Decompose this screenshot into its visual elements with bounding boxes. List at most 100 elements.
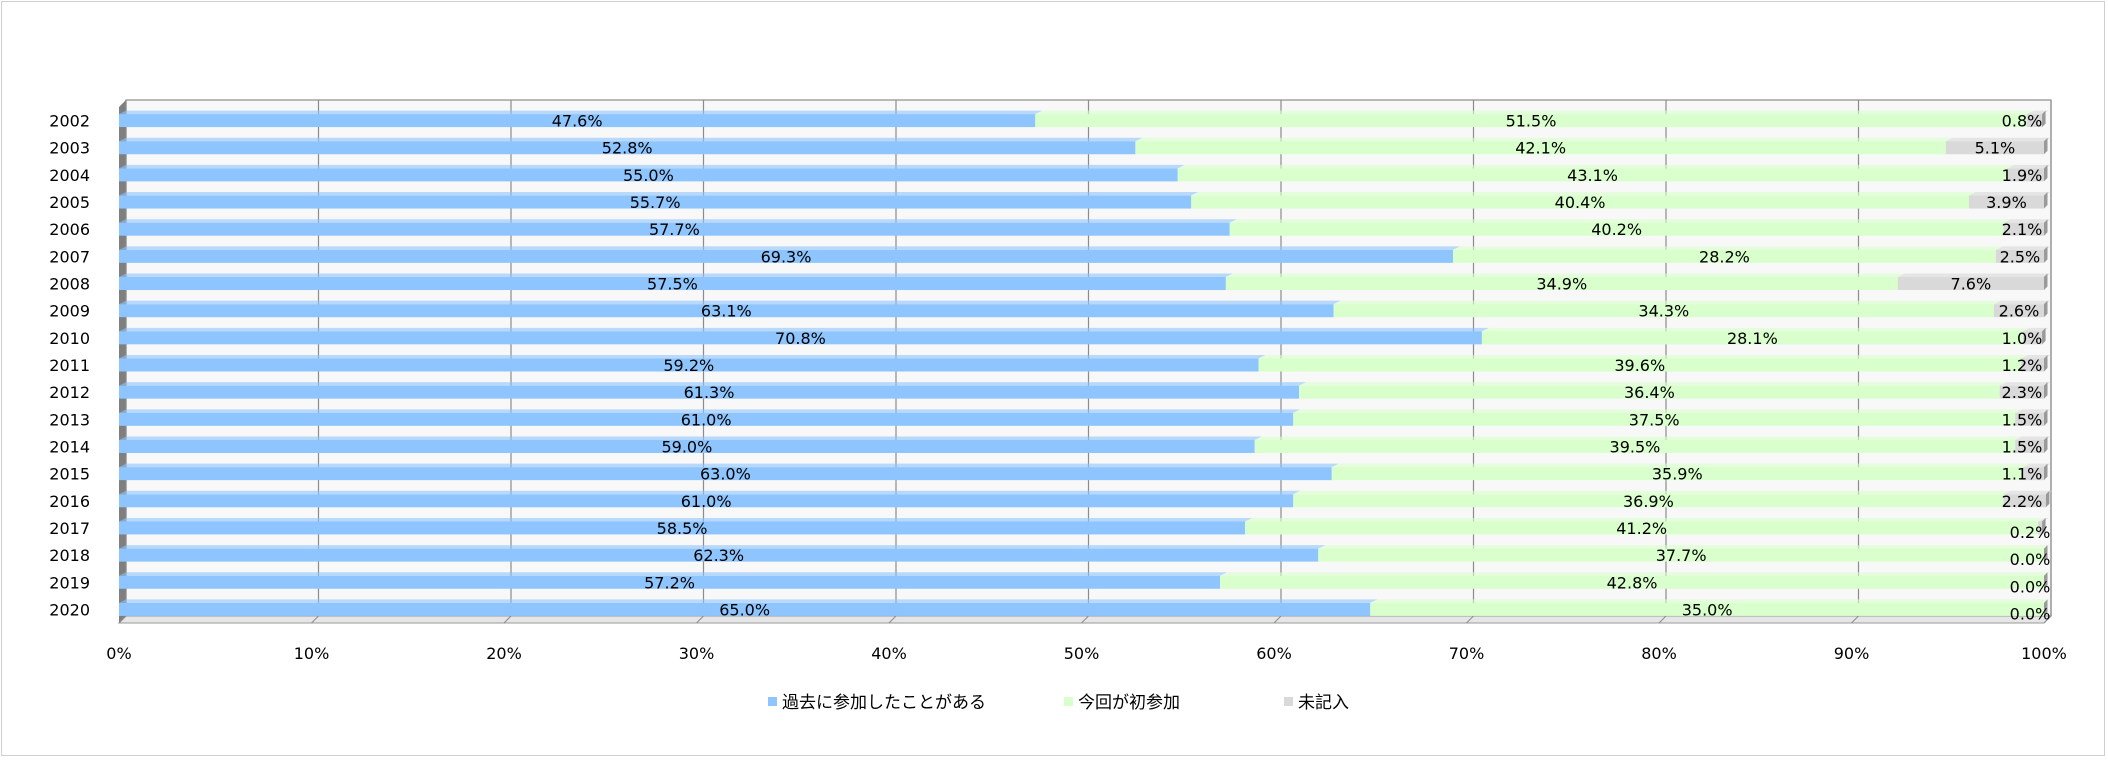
data-label: 35.0% <box>1682 600 1733 619</box>
bar-segment <box>2015 412 2044 426</box>
data-label: 34.9% <box>1536 275 1587 294</box>
bar-segment-top <box>119 517 1253 522</box>
bar-end-face <box>2044 463 2048 481</box>
bar-segment-top <box>1258 355 2028 359</box>
data-label: 39.6% <box>1614 356 1665 375</box>
bar-segment <box>2026 114 2043 128</box>
bar-segment <box>119 358 1259 372</box>
bar-segment-top <box>119 409 1301 413</box>
data-label: 37.5% <box>1629 410 1680 429</box>
bar-segment-top <box>1293 490 2011 495</box>
y-tick-label: 2011 <box>49 356 90 375</box>
bar-segment-top <box>1945 137 2051 142</box>
y-tick-label: 2017 <box>49 519 90 538</box>
bar-segment-top <box>1968 192 2051 196</box>
gridline-floor <box>1658 615 1667 624</box>
bar-segment <box>1370 602 2044 616</box>
bar-segment-top <box>1177 164 2015 169</box>
gridline-floor <box>1466 615 1474 624</box>
data-label: 1.5% <box>2002 437 2043 456</box>
data-label: 1.0% <box>2002 329 2043 348</box>
bar-segment <box>1191 195 1969 209</box>
bar-segment <box>119 304 1334 318</box>
y-tick-label: 2007 <box>49 247 90 266</box>
bar-segment-top <box>1035 110 2034 115</box>
bar-end-face <box>2042 110 2046 128</box>
bar-segment <box>119 439 1255 453</box>
bar-segment-top <box>1245 517 2046 522</box>
y-tick-label: 2002 <box>49 112 90 131</box>
data-label: 0.8% <box>2002 112 2043 131</box>
gridline-floor <box>696 615 704 624</box>
bar-segment-top <box>1191 192 1976 196</box>
bar-segment-top <box>1318 545 2051 549</box>
bar-segment-top <box>119 545 1326 549</box>
bar-segment <box>119 385 1300 399</box>
bar-segment <box>119 412 1294 426</box>
bar-end-face <box>2044 164 2048 182</box>
bar-segment-top <box>119 164 1185 169</box>
data-label: 2.3% <box>2002 383 2043 402</box>
bar-segment <box>1293 494 2004 508</box>
bar-segment-top <box>119 219 1237 223</box>
data-label: 70.8% <box>775 329 826 348</box>
data-label: 0.0% <box>2010 550 2051 569</box>
data-label: 28.1% <box>1727 329 1778 348</box>
bar-segment <box>119 168 1178 182</box>
data-label: 63.1% <box>701 302 752 321</box>
y-tick-label: 2003 <box>49 139 90 158</box>
y-tick-label: 2012 <box>49 383 90 402</box>
bar-segment <box>1177 168 2008 182</box>
y-tick-label: 2016 <box>49 492 90 511</box>
data-label: 65.0% <box>719 600 770 619</box>
data-label: 59.2% <box>663 356 714 375</box>
data-label: 1.5% <box>2002 410 2043 429</box>
bar-segment-top <box>119 300 1341 305</box>
gridline-floor <box>311 615 319 624</box>
bar-segment <box>2022 467 2044 481</box>
y-tick-label: 2019 <box>49 573 90 592</box>
y-tick-label: 2006 <box>49 220 90 239</box>
bar-end-face <box>2044 219 2048 236</box>
bar-segment-top <box>1995 246 2051 250</box>
data-label: 69.3% <box>761 247 812 266</box>
y-tick-label: 2004 <box>49 166 90 185</box>
bar-segment <box>1293 412 2016 426</box>
bar-segment-top <box>2022 463 2051 468</box>
bar-segment-top <box>1481 327 2030 332</box>
bar-segment-top <box>2015 436 2051 440</box>
data-label: 57.2% <box>644 573 695 592</box>
bar-segment <box>1331 467 2023 481</box>
bar-segment-top <box>2022 327 2050 332</box>
bar-segment <box>119 277 1226 291</box>
bar-segment-top <box>119 599 1378 603</box>
bar-segment <box>1035 114 2027 128</box>
data-label: 42.8% <box>1607 573 1658 592</box>
bar-segment <box>2015 439 2044 453</box>
x-tick-label: 20% <box>486 644 522 663</box>
bar-segment <box>1258 358 2021 372</box>
bar-segment <box>2038 521 2043 535</box>
bar-end-face <box>2044 300 2048 318</box>
bar-segment-top <box>1331 463 2030 468</box>
bar-segment-top <box>119 137 1143 142</box>
bar-segment <box>2022 331 2043 345</box>
bar-segment-top <box>1254 436 2023 440</box>
x-tick-label: 50% <box>1064 644 1100 663</box>
bar-segment <box>119 602 1371 616</box>
data-label: 51.5% <box>1506 112 1557 131</box>
bar-segment <box>119 575 1221 589</box>
bar-segment-top <box>1897 273 2051 278</box>
data-label: 61.3% <box>684 383 735 402</box>
bar-end-face <box>2044 192 2048 209</box>
bar-end-face <box>2044 273 2048 291</box>
bar-segment-top <box>119 246 1461 250</box>
bar-segment <box>1318 548 2044 562</box>
data-label: 28.2% <box>1699 247 1750 266</box>
bar-segment <box>1968 195 2044 209</box>
bar-end-face <box>2044 246 2048 263</box>
data-label: 7.6% <box>1951 275 1992 294</box>
y-tick-label: 2005 <box>49 193 90 212</box>
bar-segment <box>1135 141 1946 155</box>
